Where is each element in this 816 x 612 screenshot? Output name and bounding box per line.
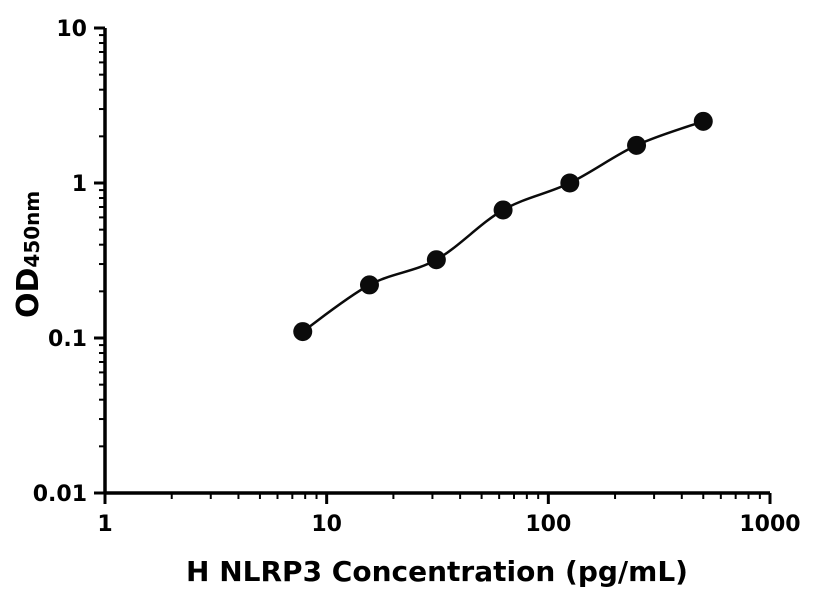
y-tick-labels: 0.01 0.1 1 10	[33, 17, 87, 507]
y-axis-title: OD450nm	[11, 191, 46, 318]
x-axis-title: H NLRP3 Concentration (pg/mL)	[186, 555, 688, 588]
axis-ticks	[94, 26, 772, 504]
data-point	[627, 135, 647, 155]
data-point	[359, 275, 379, 295]
data-point	[560, 173, 580, 193]
y-axis-title-subscript: 450nm	[20, 191, 44, 268]
x-tick-label: 10	[311, 512, 342, 537]
series-line	[302, 120, 704, 333]
y-tick-label: 1	[72, 172, 87, 197]
data-point	[426, 250, 446, 270]
x-tick-label: 100	[525, 512, 571, 537]
x-tick-label: 1	[97, 512, 112, 537]
y-tick-label: 0.01	[33, 482, 87, 507]
data-point	[693, 111, 713, 131]
y-tick-label: 0.1	[48, 327, 87, 352]
data-point	[293, 322, 313, 342]
axes	[103, 28, 770, 495]
x-tick-labels: 1 10 100 1000	[97, 512, 800, 537]
data-series	[293, 111, 713, 342]
x-tick-label: 1000	[739, 512, 800, 537]
y-axis-title-main: OD	[11, 268, 46, 318]
y-tick-label: 10	[56, 17, 87, 42]
data-point	[493, 200, 513, 220]
